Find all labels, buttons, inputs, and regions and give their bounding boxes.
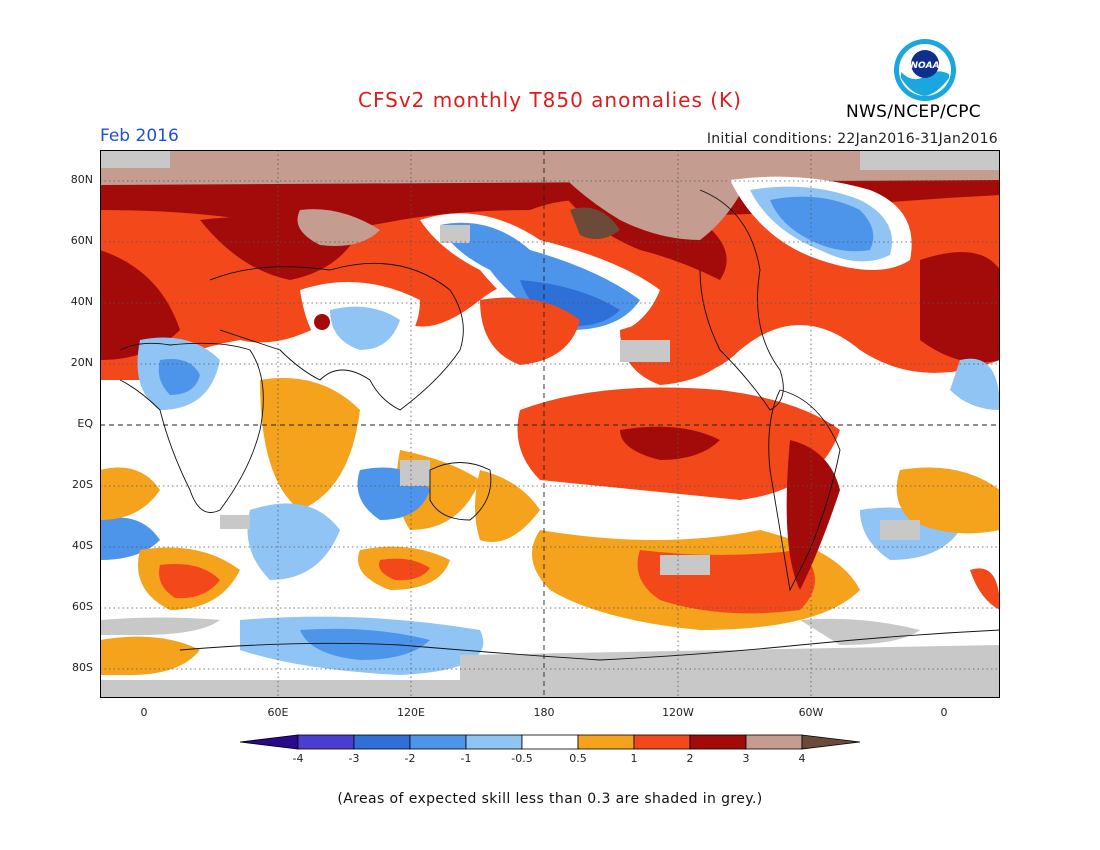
lon-label: 0 bbox=[940, 706, 948, 719]
colorbar-label: 3 bbox=[742, 752, 750, 765]
colorbar-label: 4 bbox=[798, 752, 806, 765]
colorbar-bin bbox=[633, 734, 691, 750]
lon-label: 0 bbox=[140, 706, 148, 719]
lon-label: 120W bbox=[662, 706, 694, 719]
lon-label: 60W bbox=[798, 706, 824, 719]
colorbar-bin bbox=[409, 734, 467, 750]
colorbar-bin bbox=[297, 734, 355, 750]
colorbar-label: -0.5 bbox=[511, 752, 533, 765]
lat-label: 20S bbox=[72, 478, 93, 491]
colorbar-label: -1 bbox=[460, 752, 472, 765]
colorbar-bin bbox=[689, 734, 747, 750]
colorbar-label: 0.5 bbox=[569, 752, 587, 765]
anomaly-map bbox=[100, 150, 1000, 698]
arctic-anomaly bbox=[100, 150, 1000, 185]
lat-label: 20N bbox=[70, 356, 93, 369]
lat-label: EQ bbox=[77, 417, 93, 430]
lon-label: 120E bbox=[397, 706, 425, 719]
colorbar-bin bbox=[521, 734, 579, 750]
colorbar-bin bbox=[577, 734, 635, 750]
lon-label: 180 bbox=[533, 706, 555, 719]
graticule bbox=[100, 150, 1000, 698]
colorbar-bin bbox=[465, 734, 523, 750]
colorbar-bin bbox=[745, 734, 803, 750]
initial-conditions: Initial conditions: 22Jan2016-31Jan2016 bbox=[706, 131, 998, 147]
lat-label: 60N bbox=[70, 234, 93, 247]
lat-label: 40S bbox=[72, 539, 93, 552]
colorbar-label: 1 bbox=[630, 752, 638, 765]
noaa-logo: NOAA bbox=[894, 39, 956, 101]
svg-text:NOAA: NOAA bbox=[910, 61, 939, 71]
lat-label: 60S bbox=[72, 600, 93, 613]
colorbar-label: 2 bbox=[686, 752, 694, 765]
lon-label: 60E bbox=[267, 706, 289, 719]
colorbar-label: -3 bbox=[348, 752, 360, 765]
lat-label: 40N bbox=[70, 295, 93, 308]
map-title: CFSv2 monthly T850 anomalies (K) bbox=[358, 88, 742, 112]
lat-label: 80S bbox=[72, 661, 93, 674]
colorbar-max-arrow bbox=[801, 734, 861, 750]
lat-label: 80N bbox=[70, 173, 93, 186]
colorbar-label: -4 bbox=[292, 752, 304, 765]
colorbar bbox=[240, 734, 861, 750]
forecast-month: Feb 2016 bbox=[100, 126, 179, 146]
colorbar-label: -2 bbox=[404, 752, 416, 765]
coastlines bbox=[119, 189, 1000, 661]
skill-footnote: (Areas of expected skill less than 0.3 a… bbox=[337, 791, 763, 807]
colorbar-bin bbox=[353, 734, 411, 750]
colorbar-min-arrow bbox=[240, 734, 299, 750]
map-frame bbox=[100, 150, 1000, 698]
agency-label: NWS/NCEP/CPC bbox=[846, 102, 981, 122]
